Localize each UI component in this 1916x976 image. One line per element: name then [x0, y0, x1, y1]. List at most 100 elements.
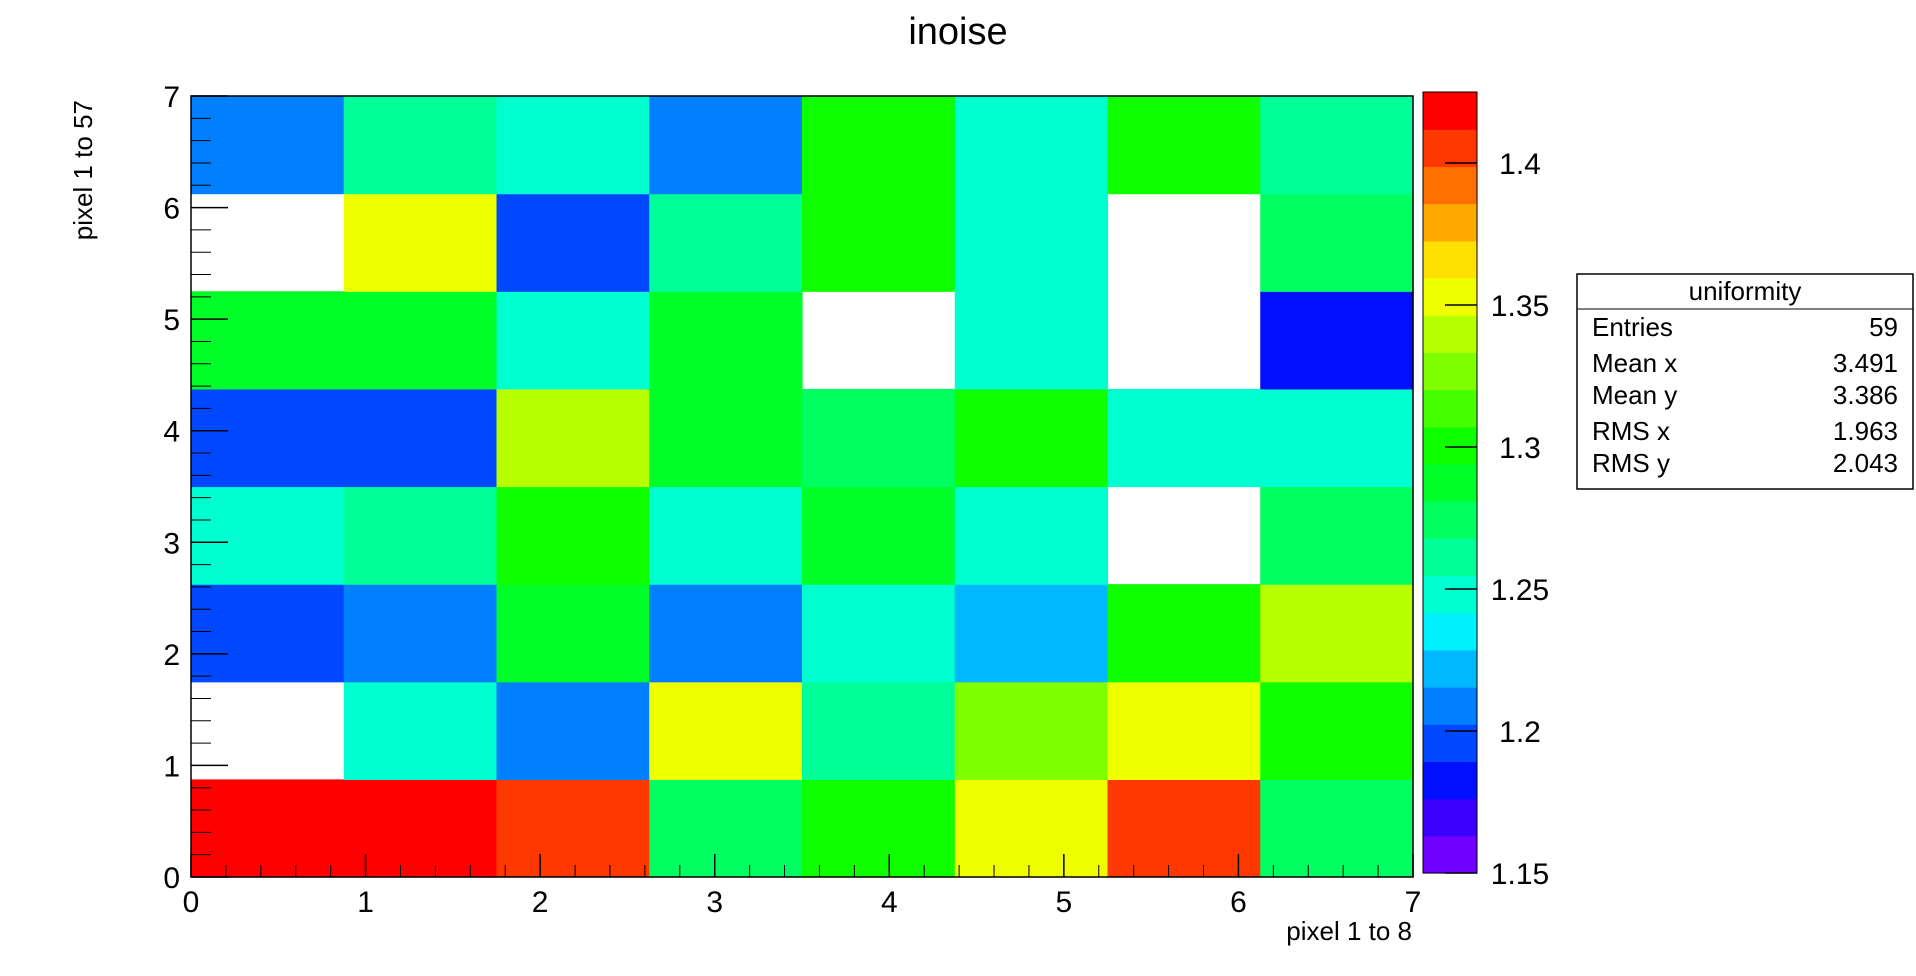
heatmap-cell	[343, 96, 498, 195]
heatmap-cell	[1260, 193, 1414, 292]
y-tick-label: 1	[163, 750, 180, 783]
palette-color-step	[1423, 426, 1477, 465]
stats-row-value: 1.963	[1833, 416, 1898, 446]
heatmap-cell	[954, 291, 1109, 390]
heatmap-cell	[1260, 486, 1414, 585]
stats-row-label: Mean y	[1592, 380, 1677, 410]
heatmap-cell	[802, 96, 956, 195]
heatmap-cell	[496, 584, 650, 683]
heatmap-cell	[954, 681, 1109, 780]
heatmap-cell	[649, 291, 803, 390]
heatmap-cell	[343, 779, 498, 878]
heatmap-cell	[343, 291, 498, 390]
stats-box-frame	[1576, 273, 1914, 490]
heatmap-cell	[649, 681, 803, 780]
palette-color-step	[1423, 575, 1477, 614]
heatmap-cell	[1260, 388, 1414, 488]
heatmap-cell	[1260, 291, 1414, 390]
heatmap-cell	[649, 388, 803, 488]
color-palette	[1423, 92, 1477, 874]
x-tick-label: 4	[881, 886, 898, 919]
palette-color-step	[1423, 389, 1477, 428]
stats-row-label: RMS x	[1592, 416, 1670, 446]
x-tick-label: 0	[183, 886, 200, 919]
palette-tick-label: 1.35	[1491, 290, 1549, 323]
palette-color-step	[1423, 277, 1477, 316]
heatmap-cell	[649, 193, 803, 292]
heatmap-cell	[649, 96, 803, 195]
heatmap-cell	[496, 681, 650, 780]
heatmap-cell	[343, 681, 498, 780]
heatmap-cell	[802, 681, 956, 780]
plot-frame	[190, 95, 1414, 878]
y-tick-label: 0	[163, 862, 180, 895]
heatmap-cell	[649, 584, 803, 683]
palette-axis: 1.15 1.2 1.25 1.3 1.35 1.4	[1445, 148, 1549, 891]
stats-box-title: uniformity	[1689, 276, 1802, 306]
stats-row-value: 2.043	[1833, 448, 1898, 478]
stats-row-label: RMS y	[1592, 448, 1670, 478]
palette-color-step	[1423, 315, 1477, 353]
heatmap-cell	[1107, 96, 1261, 195]
heatmap-cell	[191, 486, 345, 585]
y-tick-label: 4	[163, 416, 180, 449]
heatmap-cell	[1107, 584, 1261, 683]
heatmap-cell	[954, 193, 1109, 292]
palette-color-step	[1423, 687, 1477, 725]
heatmap-cell	[954, 486, 1109, 585]
palette-color-step	[1423, 166, 1477, 205]
heatmap-cell	[343, 193, 498, 292]
palette-tick-label: 1.3	[1499, 432, 1541, 465]
heatmap-cell	[802, 779, 956, 878]
chart-title: inoise	[908, 11, 1007, 53]
heatmap-cell	[802, 486, 956, 585]
heatmap-cell	[649, 486, 803, 585]
palette-color-step	[1423, 501, 1477, 539]
heatmap-cell	[954, 96, 1109, 195]
heatmap-cell	[1260, 96, 1414, 195]
palette-color-step	[1423, 352, 1477, 391]
heatmap-cell	[191, 291, 345, 390]
x-tick-label: 3	[706, 886, 723, 919]
stats-row-label: Entries	[1592, 312, 1673, 342]
heatmap-cell	[802, 388, 956, 488]
y-tick-label: 7	[163, 81, 180, 114]
heatmap-cell	[191, 388, 345, 488]
x-axis-title: pixel 1 to 8	[1286, 916, 1412, 946]
palette-tick-label: 1.4	[1499, 148, 1541, 181]
palette-color-step	[1423, 835, 1477, 874]
heatmap-cell	[191, 779, 345, 878]
heatmap-cell	[496, 779, 650, 878]
x-tick-label: 6	[1230, 886, 1247, 919]
heatmap-cell	[1260, 779, 1414, 878]
palette-color-step	[1423, 129, 1477, 167]
heatmap-cell	[496, 291, 650, 390]
palette-color-step	[1423, 612, 1477, 651]
heatmap-cell	[802, 193, 956, 292]
heatmap-cell	[191, 584, 345, 683]
heatmap-cell	[496, 388, 650, 488]
x-tick-label: 7	[1405, 886, 1422, 919]
heatmap-cell	[343, 388, 498, 488]
heatmap-cell	[1107, 779, 1261, 878]
heatmap-cell	[649, 779, 803, 878]
x-axis: 0 1 2 3 4 5 6 7	[183, 854, 1422, 919]
palette-color-step	[1423, 538, 1477, 577]
palette-color-step	[1423, 761, 1477, 800]
heatmap-cell	[1107, 388, 1261, 488]
stats-row-value: 3.491	[1833, 348, 1898, 378]
x-tick-label: 1	[357, 886, 374, 919]
heatmap-cell	[954, 388, 1109, 488]
heatmap-cell	[954, 779, 1109, 878]
y-tick-label: 2	[163, 639, 180, 672]
stats-row-label: Mean x	[1592, 348, 1677, 378]
palette-tick-label: 1.2	[1499, 716, 1541, 749]
stats-box: uniformity Entries 59 Mean x 3.491 Mean y 3.3…	[1576, 273, 1914, 490]
palette-color-step	[1423, 240, 1477, 279]
heatmap-cells	[191, 96, 1414, 878]
y-tick-label: 5	[163, 304, 180, 337]
heatmap-cell	[343, 486, 498, 585]
heatmap-cell	[496, 193, 650, 292]
heatmap-cell	[343, 584, 498, 683]
